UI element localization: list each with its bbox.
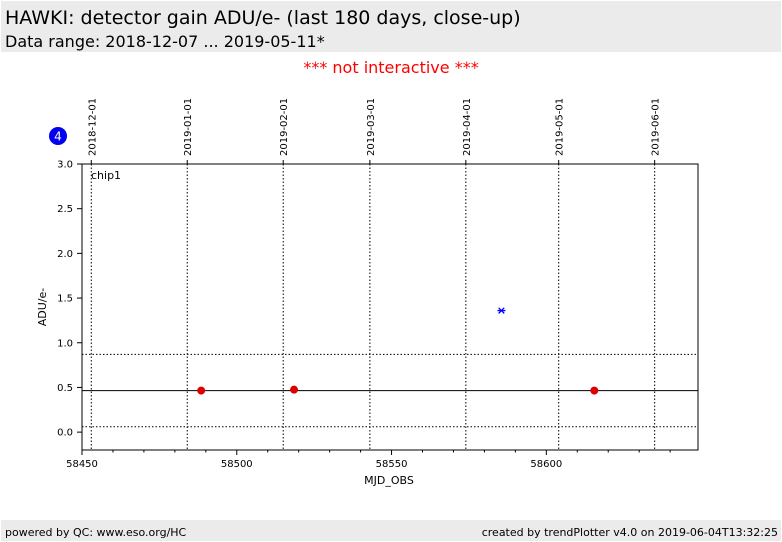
count-badge-label: 4 [54, 130, 62, 144]
x-tick-label: 58450 [66, 459, 98, 470]
date-tick-label: 2019-01-01 [183, 98, 194, 156]
date-tick-label: 2019-06-01 [651, 98, 662, 156]
data-point [197, 386, 206, 395]
y-tick-label: 0.0 [57, 428, 73, 439]
chart-title: HAWKI: detector gain ADU/e- (last 180 da… [5, 7, 521, 29]
y-axis-label: ADU/e- [36, 288, 49, 327]
date-tick-label: 2018-12-01 [87, 98, 98, 156]
plot-frame [81, 163, 699, 451]
count-badge: 4 [49, 127, 67, 145]
y-axis-ticks: 0.0 0.5 1.0 1.5 2.0 2.5 3.0 [57, 160, 82, 439]
date-tick-label: 2019-04-01 [462, 98, 473, 156]
data-range-subtitle: Data range: 2018-12-07 ... 2019-05-11* [5, 32, 325, 51]
outlier-stroke [498, 307, 505, 314]
x-tick-label: 58500 [221, 459, 253, 470]
title-bar: HAWKI: detector gain ADU/e- (last 180 da… [1, 1, 781, 52]
y-tick-label: 1.0 [57, 338, 73, 349]
reference-lines [82, 353, 698, 428]
panel-label: chip1 [91, 169, 121, 182]
y-tick-label: 2.5 [57, 204, 73, 215]
x-axis-ticks: 58450 58500 58550 58600 [66, 450, 671, 470]
data-point [290, 385, 299, 394]
x-tick-label: 58600 [530, 459, 562, 470]
data-points [197, 307, 599, 395]
date-axis-ticks: 2018-12-01 2019-01-01 2019-02-01 2019-03-01… [87, 98, 662, 164]
x-axis-label: MJD_OBS [364, 474, 414, 487]
date-gridlines [90, 164, 656, 450]
x-tick-label: 58550 [376, 459, 408, 470]
count-badge-circle [49, 127, 67, 145]
y-tick-label: 0.5 [57, 383, 73, 394]
data-point [590, 386, 599, 395]
outlier-point [497, 307, 506, 314]
y-tick-label: 2.0 [57, 249, 73, 260]
date-tick-label: 2019-05-01 [555, 98, 566, 156]
created-by-text: created by trendPlotter v4.0 on 2019-06-… [481, 526, 778, 539]
y-tick-label: 1.5 [57, 294, 73, 305]
date-tick-label: 2019-03-01 [366, 98, 377, 156]
footer-bar: powered by QC: www.eso.org/HC created by… [1, 520, 781, 541]
not-interactive-notice: *** not interactive *** [303, 58, 479, 77]
date-tick-label: 2019-02-01 [279, 98, 290, 156]
powered-by-text: powered by QC: www.eso.org/HC [5, 526, 187, 539]
y-tick-label: 3.0 [57, 160, 73, 171]
